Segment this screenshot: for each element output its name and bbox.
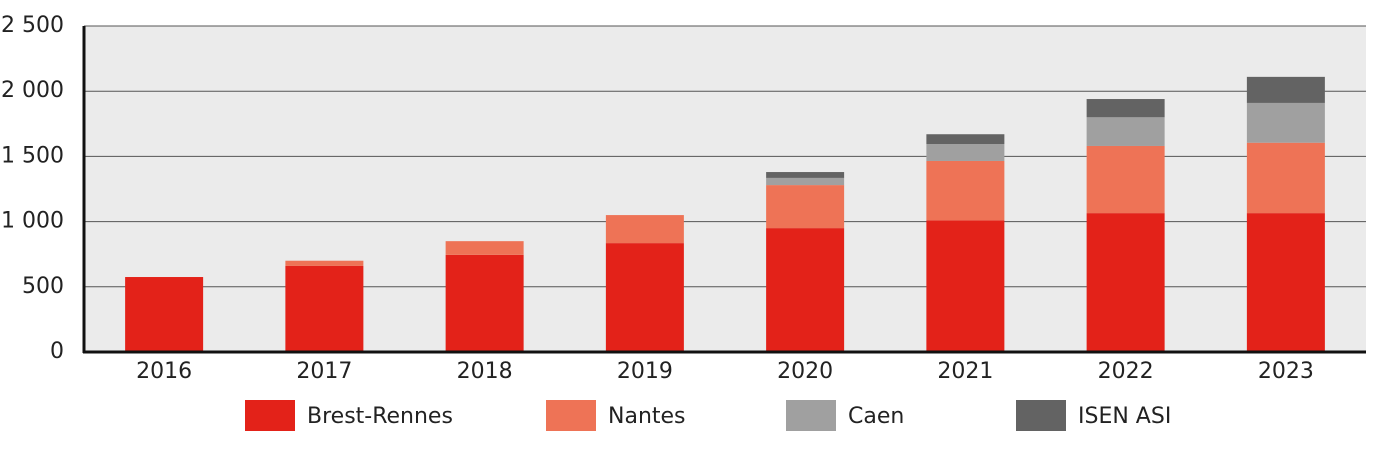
x-tick-label: 2023 — [1258, 359, 1314, 384]
bar-segment — [766, 185, 845, 229]
legend-label: Caen — [848, 404, 904, 429]
bar-segment — [926, 220, 1005, 352]
bar-segment — [1246, 142, 1325, 214]
legend-swatch — [245, 400, 295, 431]
bar-segment — [1246, 102, 1325, 143]
bar-segment — [926, 134, 1005, 145]
x-tick-label: 2020 — [777, 359, 833, 384]
plot-background — [84, 26, 1366, 352]
bar-segment — [285, 260, 364, 266]
legend-swatch — [546, 400, 596, 431]
y-tick-label: 500 — [22, 274, 64, 299]
bar-segment — [445, 254, 524, 352]
bar-segment — [766, 228, 845, 352]
y-tick-label: 1 000 — [1, 209, 64, 234]
x-tick-label: 2016 — [136, 359, 192, 384]
legend-label: Nantes — [608, 404, 686, 429]
y-tick-label: 0 — [50, 339, 64, 364]
bar-segment — [1246, 213, 1325, 352]
bar-segment — [1086, 99, 1165, 118]
x-tick-label: 2022 — [1098, 359, 1154, 384]
x-tick-label: 2021 — [937, 359, 993, 384]
x-tick-label: 2019 — [617, 359, 673, 384]
bar-segment — [1086, 145, 1165, 214]
legend-swatch — [1016, 400, 1066, 431]
bar-segment — [605, 243, 684, 352]
bar-segment — [766, 177, 845, 186]
x-tick-label: 2018 — [457, 359, 513, 384]
bar-segment — [1246, 76, 1325, 103]
y-tick-label: 2 000 — [1, 78, 64, 103]
bar-segment — [125, 277, 204, 352]
bar-segment — [926, 144, 1005, 161]
bar-segment — [766, 172, 845, 178]
bar-segment — [1086, 213, 1165, 352]
x-tick-label: 2017 — [296, 359, 352, 384]
bar-segment — [605, 215, 684, 244]
bar-segment — [285, 265, 364, 352]
legend-swatch — [786, 400, 836, 431]
bar-segment — [926, 160, 1005, 221]
bar-segment — [1086, 117, 1165, 146]
legend-label: Brest-Rennes — [307, 404, 453, 429]
legend-label: ISEN ASI — [1078, 404, 1171, 429]
bar-segment — [445, 241, 524, 255]
y-tick-label: 1 500 — [1, 143, 64, 168]
y-tick-label: 2 500 — [1, 13, 64, 38]
